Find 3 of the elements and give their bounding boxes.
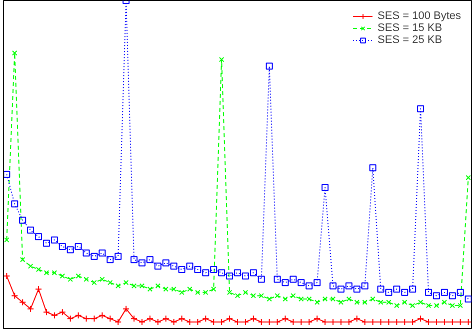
legend-label: SES = 25 KB [378,34,442,46]
legend-label: SES = 15 KB [378,22,442,34]
legend-label: SES = 100 Bytes [378,10,461,22]
